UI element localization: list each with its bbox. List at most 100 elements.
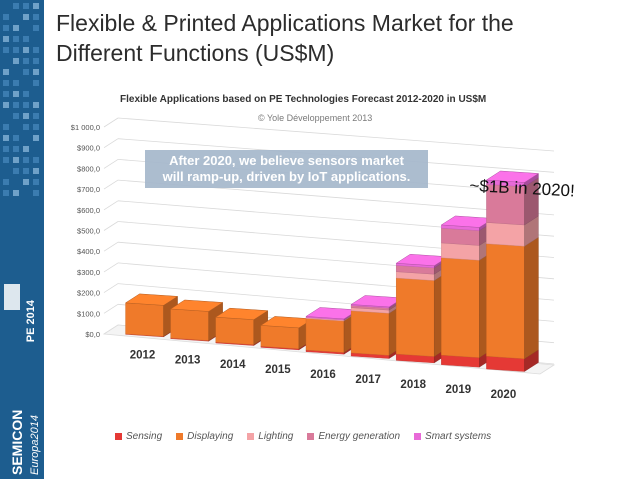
y-tick-label: $100,0 bbox=[77, 309, 100, 318]
x-tick-label: 2012 bbox=[130, 349, 156, 361]
x-tick-label: 2016 bbox=[310, 369, 336, 381]
sidebar-pattern-square bbox=[33, 80, 39, 86]
gridline-side bbox=[103, 117, 119, 128]
gridline-side bbox=[103, 283, 119, 293]
bar-segment-front bbox=[486, 222, 525, 247]
legend-swatch bbox=[176, 432, 184, 440]
sidebar-pattern-square bbox=[33, 157, 39, 163]
gridline-side bbox=[103, 241, 119, 252]
sidebar-pattern-square bbox=[23, 69, 29, 75]
bar-segment-front bbox=[350, 310, 390, 356]
bar-segment-front bbox=[441, 257, 480, 358]
sidebar-pattern-square bbox=[3, 190, 9, 196]
y-tick-label: $300,0 bbox=[77, 268, 100, 277]
y-tick-label: $1 000,0 bbox=[71, 123, 100, 132]
sidebar-pattern-square bbox=[13, 3, 19, 9]
sidebar-pattern-square bbox=[23, 58, 29, 64]
bar-top bbox=[485, 170, 540, 183]
sidebar-pattern-square bbox=[13, 58, 19, 64]
sidebar-pattern-square bbox=[3, 135, 9, 141]
conference-sidebar: PE 2014 SEMICON Europa2014 bbox=[0, 0, 44, 479]
sidebar-pattern-square bbox=[3, 47, 9, 53]
sidebar-pattern-square bbox=[23, 91, 29, 97]
sidebar-pattern-square bbox=[23, 124, 29, 130]
sidebar-pattern-square bbox=[3, 179, 9, 185]
y-tick-label: $200,0 bbox=[77, 289, 100, 298]
x-tick-label: 2014 bbox=[220, 359, 246, 371]
sidebar-pattern-square bbox=[13, 91, 19, 97]
sidebar-pattern-square bbox=[33, 58, 39, 64]
legend-label: Lighting bbox=[258, 430, 294, 442]
x-tick-label: 2015 bbox=[265, 364, 291, 376]
bar-segment-front bbox=[441, 242, 480, 261]
sidebar-pattern-square bbox=[33, 168, 39, 174]
sidebar-pattern-square bbox=[3, 91, 9, 97]
sidebar-pattern-square bbox=[13, 113, 19, 119]
legend-label: Smart systems bbox=[425, 430, 492, 442]
x-tick-label: 2017 bbox=[355, 374, 381, 386]
y-tick-label: $600,0 bbox=[77, 206, 100, 215]
bar-segment-side bbox=[524, 236, 539, 360]
sidebar-pattern-square bbox=[33, 124, 39, 130]
bar-segment-front bbox=[170, 308, 209, 341]
sidebar-pattern-square bbox=[13, 25, 19, 31]
sidebar-pattern-square bbox=[23, 36, 29, 42]
sidebar-pattern bbox=[3, 3, 39, 196]
sidebar-pattern-square bbox=[23, 102, 29, 108]
legend-swatch bbox=[414, 432, 422, 440]
sidebar-pattern-square bbox=[33, 113, 39, 119]
sidebar-pattern-square bbox=[3, 36, 9, 42]
sidebar-pattern-square bbox=[23, 179, 29, 185]
legend-label: Displaying bbox=[187, 430, 234, 442]
bar-segment-front bbox=[396, 277, 435, 357]
bar-top bbox=[169, 299, 224, 312]
sidebar-pattern-square bbox=[13, 157, 19, 163]
bar-segment-front bbox=[441, 227, 480, 246]
slide-title-line2: Different Functions (US$M) bbox=[56, 40, 335, 66]
bar-segment-front bbox=[486, 243, 525, 359]
bar-segment-front bbox=[260, 325, 300, 350]
legend-item: Displaying bbox=[176, 431, 233, 442]
sidebar-pattern-square bbox=[13, 47, 19, 53]
sidebar-pattern-square bbox=[3, 69, 9, 75]
legend-item: Sensing bbox=[115, 431, 162, 442]
sidebar-pattern-square bbox=[23, 146, 29, 152]
copyright-notice: © Yole Développement 2013 bbox=[258, 113, 373, 123]
sidebar-pattern-square bbox=[3, 25, 9, 31]
bar-segment-front bbox=[125, 302, 164, 337]
y-tick-label: $0,0 bbox=[85, 330, 100, 339]
sidebar-pattern-square bbox=[33, 3, 39, 9]
sidebar-pattern-square bbox=[3, 102, 9, 108]
iot-callout-box: After 2020, we believe sensors market wi… bbox=[145, 150, 428, 188]
sidebar-pattern-square bbox=[13, 146, 19, 152]
legend-item: Smart systems bbox=[414, 431, 491, 442]
gridline-side bbox=[103, 303, 119, 314]
sidebar-pattern-square bbox=[3, 146, 9, 152]
x-tick-label: 2019 bbox=[446, 384, 472, 396]
sidebar-pattern-square bbox=[3, 14, 9, 20]
event-label: Europa2014 bbox=[29, 415, 41, 475]
pe-logo-mark bbox=[4, 284, 20, 310]
semicon-europa-logo: PE 2014 SEMICON Europa2014 bbox=[4, 284, 41, 475]
sidebar-pattern-square bbox=[23, 157, 29, 163]
y-tick-label: $700,0 bbox=[77, 185, 100, 194]
sidebar-pattern-square bbox=[23, 47, 29, 53]
sidebar-pattern-square bbox=[33, 179, 39, 185]
y-tick-label: $500,0 bbox=[77, 227, 100, 236]
gridline-side bbox=[103, 159, 119, 169]
sidebar-pattern-square bbox=[23, 168, 29, 174]
callout-line1: After 2020, we believe sensors market bbox=[169, 153, 404, 168]
gridline-side bbox=[103, 200, 119, 211]
slide-title-line1: Flexible & Printed Applications Market f… bbox=[56, 10, 514, 36]
chart-title: Flexible Applications based on PE Techno… bbox=[120, 94, 487, 105]
gridline-side bbox=[103, 179, 119, 190]
bar-top bbox=[124, 293, 179, 306]
legend-label: Sensing bbox=[126, 430, 163, 442]
sidebar-pattern-square bbox=[3, 124, 9, 130]
sidebar-pattern-square bbox=[33, 47, 39, 53]
sidebar-pattern-square bbox=[33, 14, 39, 20]
sidebar-pattern-square bbox=[33, 25, 39, 31]
bar-segment-front bbox=[215, 316, 254, 345]
sidebar-pattern-square bbox=[3, 157, 9, 163]
legend-label: Energy generation bbox=[318, 430, 401, 442]
